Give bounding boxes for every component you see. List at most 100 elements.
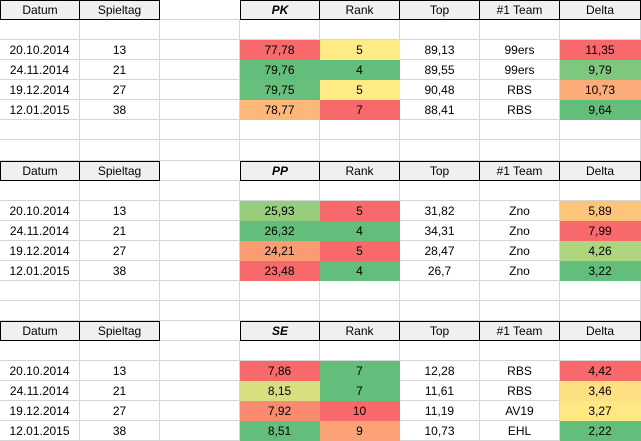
cell-team[interactable]: RBS (480, 361, 560, 381)
cell-rank[interactable]: 9 (320, 421, 400, 441)
empty-cell[interactable] (240, 341, 320, 361)
header-metric[interactable]: PP (240, 161, 320, 181)
cell-delta[interactable]: 2,22 (560, 421, 641, 441)
empty-cell[interactable] (0, 301, 80, 321)
cell-datum[interactable]: 12.01.2015 (0, 261, 80, 281)
empty-cell[interactable] (400, 181, 480, 201)
empty-cell[interactable] (160, 60, 240, 80)
cell-team[interactable]: Zno (480, 261, 560, 281)
cell-value[interactable]: 8,51 (240, 421, 320, 441)
header-spieltag[interactable]: Spieltag (80, 0, 160, 20)
header-datum[interactable]: Datum (0, 161, 80, 181)
cell-top[interactable]: 89,55 (400, 60, 480, 80)
cell-value[interactable]: 24,21 (240, 241, 320, 261)
empty-cell[interactable] (160, 241, 240, 261)
cell-spieltag[interactable]: 27 (80, 80, 160, 100)
empty-cell[interactable] (240, 181, 320, 201)
empty-cell[interactable] (480, 341, 560, 361)
empty-cell[interactable] (80, 281, 160, 301)
empty-cell[interactable] (400, 301, 480, 321)
empty-cell[interactable] (480, 301, 560, 321)
empty-cell[interactable] (400, 281, 480, 301)
empty-cell[interactable] (160, 361, 240, 381)
cell-value[interactable]: 7,86 (240, 361, 320, 381)
cell-top[interactable]: 28,47 (400, 241, 480, 261)
empty-cell[interactable] (480, 281, 560, 301)
empty-cell[interactable] (160, 80, 240, 100)
empty-cell[interactable] (80, 140, 160, 161)
empty-cell[interactable] (160, 140, 240, 161)
header-rank[interactable]: Rank (320, 161, 400, 181)
cell-spieltag[interactable]: 27 (80, 241, 160, 261)
header-team[interactable]: #1 Team (480, 161, 560, 181)
cell-spieltag[interactable]: 13 (80, 40, 160, 60)
header-top[interactable]: Top (400, 161, 480, 181)
cell-delta[interactable]: 3,27 (560, 401, 641, 421)
cell-value[interactable]: 77,78 (240, 40, 320, 60)
cell-rank[interactable]: 4 (320, 221, 400, 241)
empty-cell[interactable] (160, 120, 240, 140)
cell-team[interactable]: 99ers (480, 40, 560, 60)
header-spieltag[interactable]: Spieltag (80, 161, 160, 181)
empty-cell[interactable] (480, 20, 560, 40)
cell-top[interactable]: 34,31 (400, 221, 480, 241)
cell-value[interactable]: 23,48 (240, 261, 320, 281)
cell-datum[interactable]: 12.01.2015 (0, 421, 80, 441)
empty-cell[interactable] (560, 301, 641, 321)
header-spieltag[interactable]: Spieltag (80, 321, 160, 341)
empty-cell[interactable] (240, 281, 320, 301)
empty-cell[interactable] (160, 301, 240, 321)
empty-cell[interactable] (80, 301, 160, 321)
cell-rank[interactable]: 7 (320, 361, 400, 381)
empty-cell[interactable] (80, 341, 160, 361)
empty-cell[interactable] (400, 120, 480, 140)
empty-cell[interactable] (160, 20, 240, 40)
header-top[interactable]: Top (400, 321, 480, 341)
cell-value[interactable]: 26,32 (240, 221, 320, 241)
empty-cell[interactable] (320, 301, 400, 321)
cell-spieltag[interactable]: 21 (80, 60, 160, 80)
cell-delta[interactable]: 4,42 (560, 361, 641, 381)
header-rank[interactable]: Rank (320, 0, 400, 20)
empty-cell[interactable] (160, 181, 240, 201)
header-datum[interactable]: Datum (0, 321, 80, 341)
empty-cell[interactable] (480, 120, 560, 140)
cell-spieltag[interactable]: 21 (80, 221, 160, 241)
header-metric[interactable]: SE (240, 321, 320, 341)
empty-cell[interactable] (560, 120, 641, 140)
empty-cell[interactable] (160, 100, 240, 120)
empty-cell[interactable] (560, 181, 641, 201)
cell-delta[interactable]: 10,73 (560, 80, 641, 100)
cell-datum[interactable]: 20.10.2014 (0, 40, 80, 60)
empty-cell[interactable] (160, 201, 240, 221)
cell-top[interactable]: 12,28 (400, 361, 480, 381)
empty-cell[interactable] (160, 40, 240, 60)
empty-cell[interactable] (560, 281, 641, 301)
cell-spieltag[interactable]: 27 (80, 401, 160, 421)
empty-cell[interactable] (400, 20, 480, 40)
empty-cell[interactable] (0, 341, 80, 361)
cell-spieltag[interactable]: 38 (80, 261, 160, 281)
cell-rank[interactable]: 5 (320, 201, 400, 221)
empty-cell[interactable] (320, 140, 400, 161)
cell-top[interactable]: 88,41 (400, 100, 480, 120)
empty-cell[interactable] (80, 20, 160, 40)
cell-team[interactable]: Zno (480, 201, 560, 221)
empty-cell[interactable] (560, 341, 641, 361)
cell-spieltag[interactable]: 21 (80, 381, 160, 401)
header-delta[interactable]: Delta (560, 161, 641, 181)
cell-delta[interactable]: 4,26 (560, 241, 641, 261)
cell-team[interactable]: EHL (480, 421, 560, 441)
cell-team[interactable]: 99ers (480, 60, 560, 80)
empty-cell[interactable] (160, 421, 240, 441)
cell-value[interactable]: 78,77 (240, 100, 320, 120)
cell-spieltag[interactable]: 13 (80, 361, 160, 381)
empty-cell[interactable] (560, 20, 641, 40)
cell-top[interactable]: 90,48 (400, 80, 480, 100)
empty-cell[interactable] (560, 140, 641, 161)
empty-cell[interactable] (160, 221, 240, 241)
cell-top[interactable]: 31,82 (400, 201, 480, 221)
empty-cell[interactable] (480, 140, 560, 161)
cell-team[interactable]: RBS (480, 381, 560, 401)
header-delta[interactable]: Delta (560, 321, 641, 341)
